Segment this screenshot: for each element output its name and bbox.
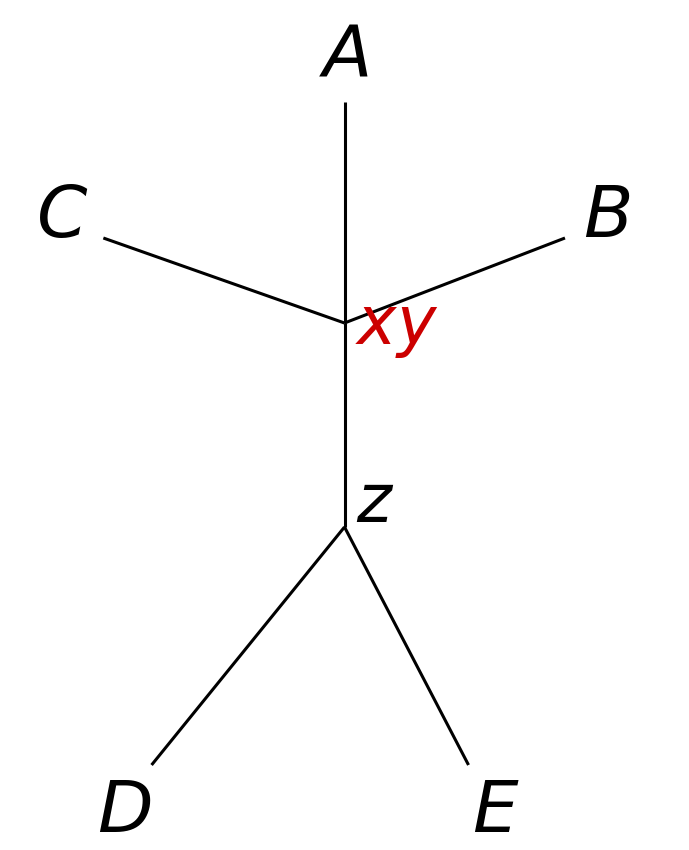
Text: $E$: $E$: [473, 777, 520, 847]
Text: $xy$: $xy$: [355, 295, 438, 360]
Text: $D$: $D$: [97, 777, 151, 847]
Text: $C$: $C$: [36, 182, 88, 252]
Text: $B$: $B$: [583, 182, 630, 252]
Text: $A$: $A$: [320, 20, 369, 90]
Text: $z$: $z$: [356, 471, 395, 536]
